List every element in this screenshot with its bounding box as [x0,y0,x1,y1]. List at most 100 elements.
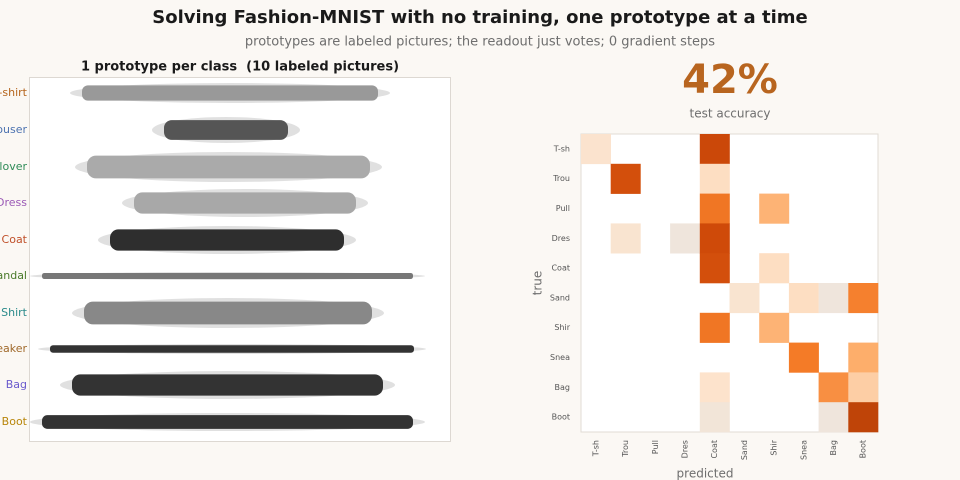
heatmap-cell [581,194,611,224]
heatmap-cell [640,223,670,253]
y-axis-label: true [531,271,545,296]
heatmap-cell [730,313,760,343]
class-label: Trouser [0,123,27,136]
heatmap-cell [699,402,730,433]
heatmap-cell [848,283,879,314]
x-tick-label: Snea [799,440,808,460]
heatmap-cell [730,223,760,253]
class-label: Sneaker [0,342,27,355]
x-tick-label: Bag [829,440,838,455]
heatmap-cell [818,372,849,403]
heatmap-cell [581,313,611,343]
x-tick-label: Dres [680,440,689,458]
subtitle: prototypes are labeled pictures; the rea… [245,35,715,50]
heatmap-cell [670,372,700,402]
heatmap-cell [759,343,789,373]
prototype-image [87,155,370,179]
prototype-image [110,229,344,251]
heatmap-cell [699,163,730,194]
heatmap-cell [819,223,849,253]
heatmap-cell [699,193,730,224]
heatmap-cell [670,194,700,224]
heatmap-cell [640,313,670,343]
heatmap-cell [819,253,849,283]
y-tick-label: Snea [550,353,570,362]
y-tick-label: Boot [552,413,570,422]
heatmap-cell [729,283,760,314]
heatmap-cell [670,253,700,283]
heatmap-cell [759,164,789,194]
heatmap-cell [789,164,819,194]
heatmap-cell [581,134,611,165]
x-axis-label: predicted [677,467,734,480]
prototype-image [42,272,413,280]
heatmap-cell [818,402,849,433]
heatmap-cell [611,283,641,313]
panel-title: 1 prototype per class (10 labeled pictur… [81,60,399,75]
class-label: Boot [2,415,28,428]
heatmap-cell [848,372,879,403]
heatmap-cell [848,194,878,224]
heatmap-cell [640,194,670,224]
heatmap-cell [640,283,670,313]
prototype-image [82,85,378,101]
heatmap-cell [640,402,670,432]
x-tick-label: Coat [710,440,719,459]
y-tick-label: Sand [550,293,570,302]
heatmap-cell [610,223,641,254]
class-label: Sandal [0,269,27,282]
x-tick-label: Pull [651,440,660,454]
heatmap-cell [670,134,700,164]
heatmap-cell [730,164,760,194]
prototype-image [164,120,288,140]
heatmap-cell [611,313,641,343]
class-label: T-shirt [0,86,28,99]
heatmap-cell [611,402,641,432]
heatmap-cell [759,402,789,432]
heatmap-cell [848,402,879,433]
class-label: Coat [2,233,28,246]
heatmap-cell [730,134,760,164]
class-label: Pullover [0,160,27,173]
heatmap-cell [819,313,849,343]
heatmap-cell [699,312,730,343]
heatmap-cell [819,164,849,194]
heatmap-cell [788,283,819,314]
title: Solving Fashion-MNIST with no training, … [152,7,807,28]
y-tick-label: Pull [556,204,570,213]
prototype-images [30,83,426,431]
heatmap-cell [759,283,789,313]
heatmap-cell [611,343,641,373]
heatmap-cell [848,342,879,373]
class-label: Shirt [1,306,28,319]
heatmap-cell [699,253,730,284]
heatmap-cell [848,313,878,343]
x-tick-label: Boot [859,440,868,458]
heatmap-cell [730,253,760,283]
class-label: Bag [6,378,27,391]
heatmap-cell [789,223,819,253]
heatmap-cell [819,134,849,164]
heatmap-cell [670,223,701,254]
heatmap-cell [699,372,730,403]
heatmap-cell [700,283,730,313]
heatmap-cell [581,223,611,253]
prototype-image [134,192,356,214]
heatmap-cell [789,402,819,432]
y-tick-label: Shir [554,323,570,332]
heatmap-cell [670,313,700,343]
heatmap-cell [848,253,878,283]
heatmap-cell [581,283,611,313]
heatmap-cell [670,283,700,313]
y-tick-label: Coat [551,264,570,273]
heatmap-cell [730,372,760,402]
accuracy: 42% [682,57,778,103]
heatmap-cell [640,134,670,164]
heatmap-cell [581,372,611,402]
prototype-image [72,374,383,396]
heatmap-cell [611,253,641,283]
y-tick-label: T-sh [553,144,570,153]
heatmap-cell [730,343,760,373]
heatmap-cell [730,194,760,224]
